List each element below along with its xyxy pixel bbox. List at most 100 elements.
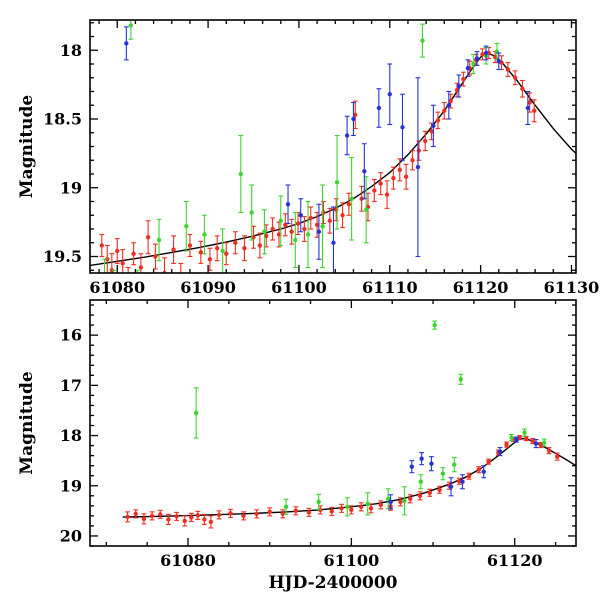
green-data-point (471, 61, 476, 67)
red-data-point (125, 514, 130, 520)
red-data-point (448, 98, 453, 104)
red-data-point (492, 54, 498, 60)
red-data-point (423, 138, 428, 144)
red-data-point (410, 158, 415, 163)
green-data-point (262, 229, 267, 234)
x-axis-label: HJD-2400000 (268, 573, 397, 593)
red-data-point (486, 459, 491, 464)
red-data-point (480, 52, 485, 57)
red-data-point (476, 467, 481, 472)
red-data-point (251, 235, 256, 240)
red-data-point (384, 192, 390, 197)
red-data-point (523, 436, 529, 441)
green-data-point (193, 410, 199, 416)
red-data-point (216, 512, 222, 518)
red-data-point (138, 265, 144, 270)
y-tick-label: 17 (60, 376, 82, 395)
red-data-point (504, 442, 509, 447)
blue-data-point (419, 456, 424, 461)
y-tick-label: 19 (60, 476, 82, 495)
red-data-point (115, 248, 120, 254)
blue-data-point (331, 240, 336, 245)
red-data-point (358, 504, 364, 510)
red-data-point (397, 167, 402, 173)
blue-series (123, 26, 531, 273)
green-data-point (249, 210, 254, 215)
red-data-point (302, 226, 307, 232)
red-data-point (241, 513, 246, 519)
green-data-point (283, 504, 289, 510)
red-data-point (120, 261, 125, 266)
y-tick-label: 18.5 (43, 110, 82, 129)
green-series (193, 320, 547, 517)
x-tick-label: 61120 (487, 551, 543, 570)
green-data-point (420, 38, 425, 43)
blue-data-point (415, 164, 421, 170)
red-data-point (517, 435, 522, 440)
red-data-point (403, 174, 409, 179)
blue-data-point (362, 169, 367, 174)
blue-series (388, 436, 539, 510)
y-tick-label: 20 (60, 526, 82, 545)
blue-data-point (446, 103, 452, 108)
red-data-point (182, 518, 187, 524)
red-data-point (306, 510, 312, 515)
red-data-point (293, 508, 299, 514)
red-data-point (105, 257, 110, 262)
red-data-point (166, 517, 171, 522)
red-data-point (329, 509, 334, 514)
red-data-point (202, 517, 207, 522)
red-data-point (257, 243, 263, 248)
red-data-point (280, 511, 285, 517)
red-data-point (339, 506, 344, 511)
red-data-point (295, 221, 301, 226)
blue-data-point (400, 125, 405, 130)
red-data-point (174, 514, 179, 519)
red-data-point (333, 207, 339, 212)
red-data-point (398, 499, 403, 505)
green-data-point (238, 171, 243, 177)
red-data-point (391, 175, 396, 181)
red-data-point (466, 474, 472, 479)
red-data-point (417, 493, 423, 498)
blue-data-point (514, 437, 519, 442)
red-data-point (270, 226, 275, 232)
red-data-point (461, 76, 466, 82)
red-data-point (346, 202, 352, 207)
blue-data-point (316, 229, 322, 234)
red-data-point (158, 512, 163, 517)
red-data-point (207, 257, 213, 262)
red-data-point (321, 210, 326, 215)
red-data-point (131, 251, 136, 256)
red-data-point (133, 511, 138, 517)
x-tick-label: 61100 (271, 278, 327, 297)
red-data-point (195, 513, 201, 518)
blue-data-point (388, 499, 393, 505)
green-data-point (156, 237, 162, 243)
red-data-point (555, 454, 560, 459)
x-tick-label: 61080 (160, 551, 216, 570)
red-data-point (442, 108, 447, 113)
bottom-panel: 61080 61100 61120 16 17 18 19 20 Magnitude HJD-24… (17, 299, 577, 593)
y-tick-label: 19 (60, 178, 82, 197)
red-data-point (276, 232, 282, 237)
green-data-point (305, 232, 311, 237)
x-tick-label: 61130 (544, 278, 600, 297)
red-data-point (378, 181, 383, 186)
red-data-point (359, 196, 364, 201)
blue-data-point (465, 65, 471, 71)
blue-data-point (460, 479, 465, 484)
blue-data-point (431, 123, 436, 129)
x-tick-label: 61110 (362, 278, 418, 297)
green-data-point (432, 322, 437, 328)
red-series (99, 46, 537, 273)
red-data-point (512, 75, 518, 80)
red-data-point (454, 87, 460, 93)
blue-data-point (496, 59, 501, 64)
x-tick-label: 61090 (180, 278, 236, 297)
red-data-point (264, 233, 269, 239)
red-data-point (437, 487, 442, 492)
red-data-point (171, 247, 176, 252)
green-data-point (365, 501, 370, 507)
red-data-point (224, 251, 229, 256)
